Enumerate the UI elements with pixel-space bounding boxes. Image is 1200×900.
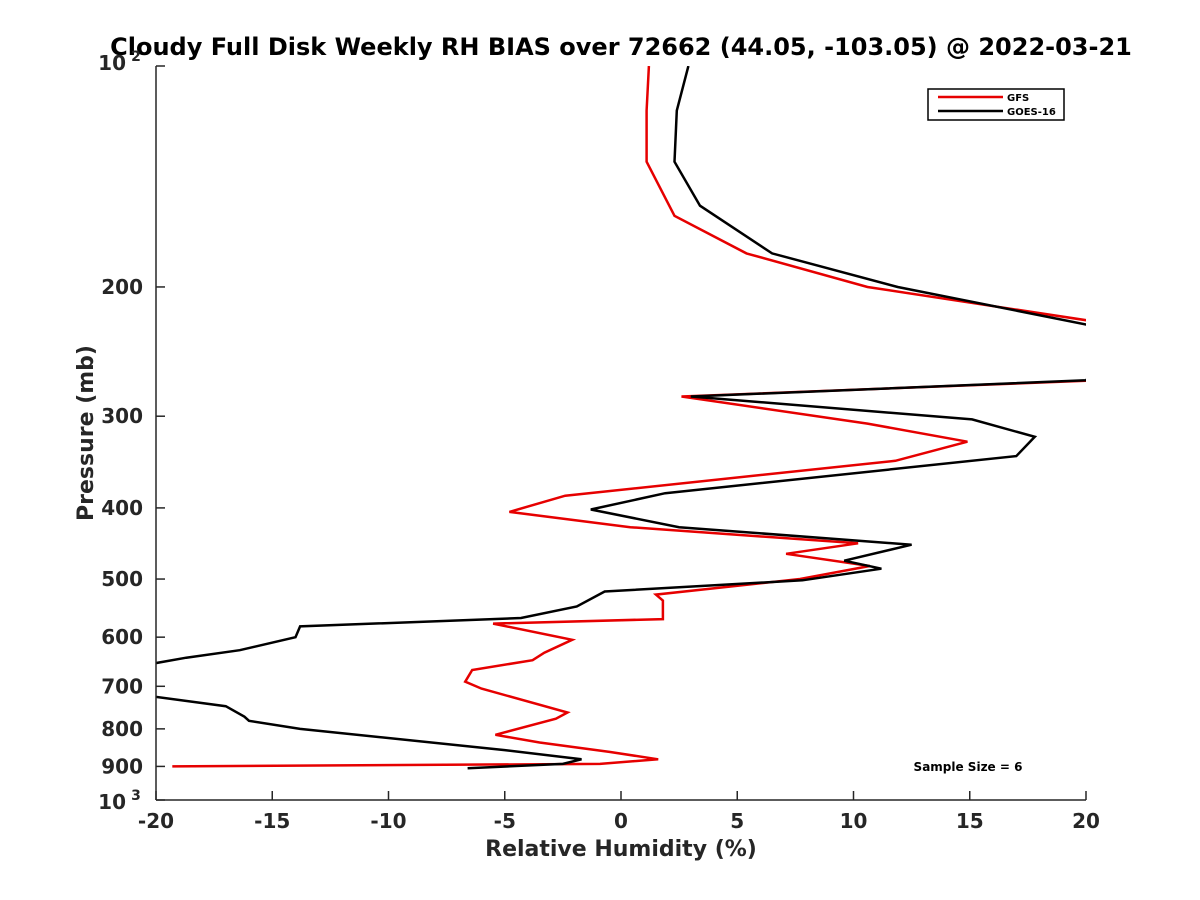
y-tick-label: 10 xyxy=(98,790,126,814)
chart-title: Cloudy Full Disk Weekly RH BIAS over 726… xyxy=(110,33,1132,61)
x-tick-label: -5 xyxy=(494,809,516,833)
y-tick-label: 800 xyxy=(101,717,143,741)
y-tick-label: 900 xyxy=(101,754,143,778)
y-tick-label: 10 xyxy=(98,51,126,75)
sample-size-annotation: Sample Size = 6 xyxy=(914,760,1023,774)
legend: GFS GOES-16 xyxy=(927,88,1065,121)
y-tick-label: 500 xyxy=(101,567,143,591)
x-tick-label: 5 xyxy=(730,809,744,833)
x-axis-label: Relative Humidity (%) xyxy=(485,837,757,862)
series-layer xyxy=(156,66,1086,770)
x-tick-label: 10 xyxy=(840,809,868,833)
y-tick-label: 300 xyxy=(101,404,143,428)
x-tick-label: 20 xyxy=(1072,809,1100,833)
x-tick-label: -15 xyxy=(254,809,290,833)
x-tick-label: -10 xyxy=(370,809,406,833)
legend-label-goes16: GOES-16 xyxy=(1007,107,1056,118)
series-line-gfs xyxy=(172,66,1086,768)
y-tick-label: 200 xyxy=(101,275,143,299)
legend-box xyxy=(927,88,1065,121)
y-tick-label: 400 xyxy=(101,496,143,520)
legend-label-gfs: GFS xyxy=(1007,93,1029,104)
x-tick-label: 0 xyxy=(614,809,628,833)
y-tick-label: 600 xyxy=(101,625,143,649)
y-tick-label-exponent: 2 xyxy=(131,49,141,65)
y-tick-label: 700 xyxy=(101,674,143,698)
x-tick-label: 15 xyxy=(956,809,984,833)
series-line-goes16 xyxy=(156,66,1086,770)
y-tick-label-exponent: 3 xyxy=(131,788,141,804)
x-tick-label: -20 xyxy=(138,809,174,833)
axes-layer: -20 -15 -10 -5 0 5 10 15 20 200 300 400 500 600 700 800… xyxy=(98,49,1100,833)
y-axis-label: Pressure (mb) xyxy=(74,345,99,521)
